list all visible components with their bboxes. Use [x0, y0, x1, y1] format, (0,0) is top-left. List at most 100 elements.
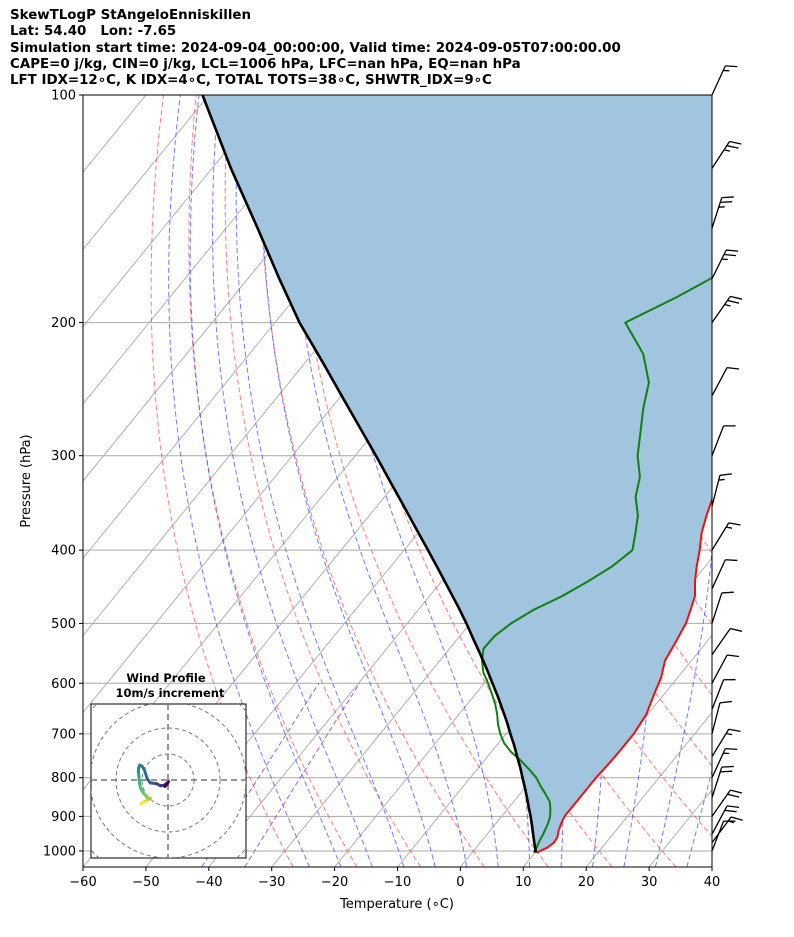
wind-barb-flag — [726, 654, 740, 658]
wind-barb — [711, 700, 732, 735]
wind-barb — [711, 679, 736, 710]
wind-barb-flag — [721, 765, 734, 768]
wind-barb-flag — [725, 559, 738, 562]
wind-barb-flag — [725, 65, 738, 68]
x-axis-label: Temperature (∘C) — [339, 897, 454, 912]
temperature-line — [536, 496, 712, 854]
wind-barb-staff — [711, 475, 721, 507]
wind-barb-staff — [711, 141, 731, 169]
x-tick-label: −20 — [321, 875, 348, 890]
wind-barb-staff — [711, 654, 728, 684]
wind-barb-staff — [711, 628, 731, 656]
chart-header: SkewTLogP StAngeloEnniskillen Lat: 54.40… — [10, 8, 621, 89]
moist-adiabat-line — [211, 95, 373, 867]
moist-adiabat-line — [261, 95, 436, 867]
wind-barb-flag — [726, 249, 739, 252]
dry-adiabat-line — [717, 95, 794, 867]
wind-barb — [711, 805, 740, 835]
wind-barb — [711, 591, 734, 624]
wind-barb-staff — [711, 249, 727, 280]
isotherm-line — [83, 95, 335, 405]
wind-barb-staff — [711, 766, 723, 798]
simulation-times: Simulation start time: 2024-09-04_00:00:… — [10, 40, 621, 56]
y-tick-label: 200 — [51, 316, 76, 331]
x-tick-label: −10 — [384, 875, 411, 890]
wind-barb — [711, 627, 743, 656]
wind-barb-half-flag — [725, 732, 733, 736]
wind-barb-staff — [711, 559, 726, 590]
wind-barb-staff — [711, 592, 723, 624]
dry-adiabat-line — [259, 95, 485, 867]
wind-barb-half-flag — [721, 258, 728, 261]
y-tick-label: 300 — [51, 449, 76, 464]
y-tick-label: 100 — [51, 89, 76, 104]
isotherm-line — [585, 711, 712, 867]
wind-barb — [711, 820, 736, 852]
y-tick-label: 1000 — [43, 844, 76, 859]
wind-barb-staff — [711, 367, 728, 397]
wind-barb-flag — [730, 295, 743, 300]
moist-adiabat-line — [168, 95, 310, 867]
moist-adiabat-line — [235, 95, 405, 867]
wind-barb-staff — [711, 65, 726, 96]
wind-barb-flag — [725, 747, 738, 750]
wind-barb-flag — [730, 789, 743, 794]
wind-barb-flag — [729, 140, 742, 145]
wind-barb-staff — [711, 816, 732, 844]
dewpoint-line — [481, 276, 712, 854]
wind-barb-flag — [727, 793, 740, 798]
wind-barb-flag — [727, 299, 740, 304]
dry-adiabat-line — [293, 95, 549, 867]
y-tick-label: 900 — [51, 810, 76, 825]
wind-barb-flag — [720, 770, 733, 773]
wind-barb-flag — [723, 253, 736, 257]
cin-cape-shading — [202, 95, 712, 853]
wind-barb — [711, 559, 738, 590]
x-tick-label: −40 — [195, 875, 222, 890]
wind-barb-half-flag — [725, 526, 733, 529]
moist-adiabat-line — [189, 95, 342, 867]
wind-barb-staff — [711, 748, 726, 778]
wind-barb-flag — [728, 522, 741, 526]
wind-barb-half-flag — [723, 149, 731, 152]
wind-barb-flag — [730, 816, 743, 821]
dry-adiabat-line — [750, 95, 794, 867]
wind-barb — [711, 295, 743, 323]
wind-barb-staff — [711, 197, 723, 229]
wind-barb-half-flag — [724, 303, 731, 307]
wind-barb-flag — [719, 473, 732, 476]
isotherm-line — [83, 95, 84, 96]
wind-barb-flag — [719, 700, 732, 704]
moist-adiabat-line — [289, 95, 468, 867]
wind-barb-staff — [711, 522, 730, 551]
x-tick-label: 20 — [578, 875, 595, 890]
wind-barb-flag — [726, 366, 740, 370]
wind-barb — [711, 65, 738, 96]
wind-barb — [711, 654, 740, 684]
wind-barb-flag — [724, 809, 737, 813]
wind-barb-staff — [711, 789, 731, 817]
wind-barb — [711, 765, 734, 798]
isotherm-line — [83, 95, 210, 251]
wind-barb-staff — [711, 820, 725, 852]
x-tick-label: −30 — [258, 875, 285, 890]
mixing-ratio-line — [244, 683, 360, 867]
wind-barb-staff — [711, 728, 730, 757]
wind-barb-flag — [721, 591, 734, 594]
y-tick-label: 700 — [51, 727, 76, 742]
parcel-line — [201, 95, 537, 853]
wind-barb-staff — [711, 805, 728, 835]
wind-barb-half-flag — [718, 478, 725, 481]
y-axis-label: Pressure (hPa) — [19, 434, 34, 527]
isotherm-line — [83, 95, 273, 328]
x-tick-label: 0 — [456, 875, 464, 890]
wind-barb-flag — [721, 196, 734, 199]
wind-barb — [711, 425, 736, 456]
dry-adiabat-line — [783, 95, 794, 867]
y-tick-label: 500 — [51, 617, 76, 632]
hodograph-title: Wind Profile — [126, 671, 206, 685]
wind-barb-flag — [728, 728, 741, 733]
wind-barb-flag — [726, 805, 740, 808]
wind-barb — [711, 473, 732, 507]
